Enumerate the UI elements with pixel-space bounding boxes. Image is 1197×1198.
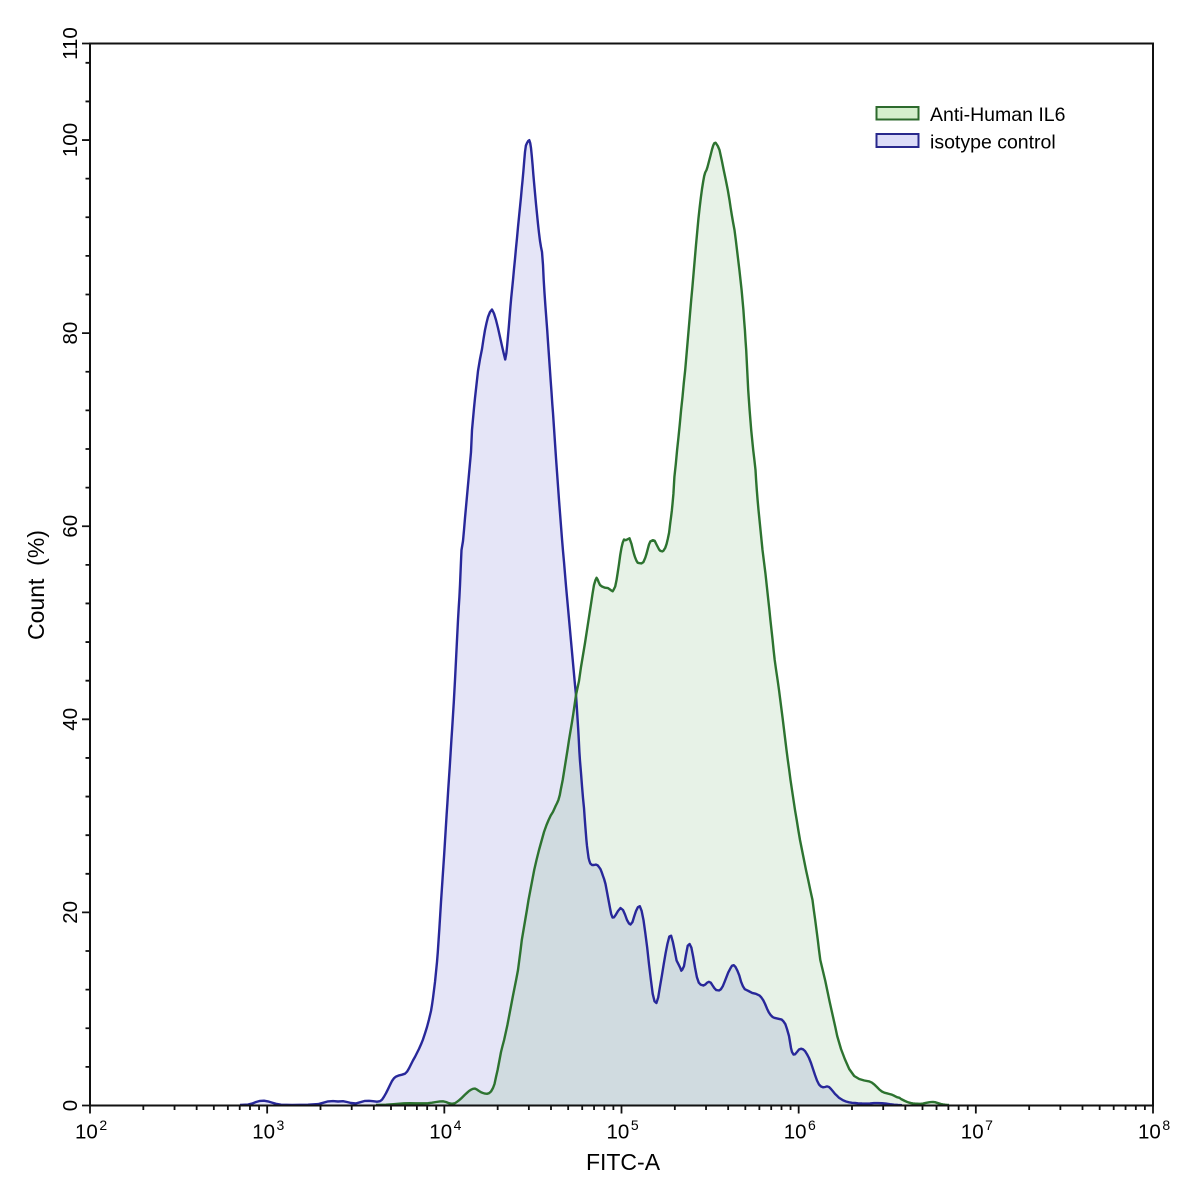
- svg-text:Anti-Human IL6: Anti-Human IL6: [930, 104, 1065, 126]
- svg-text:110: 110: [59, 27, 82, 60]
- svg-text:102: 10 2: [75, 1117, 107, 1144]
- svg-text:FITC-A: FITC-A: [586, 1149, 661, 1175]
- svg-text:80: 80: [59, 322, 82, 345]
- svg-text:40: 40: [59, 708, 82, 731]
- svg-text:0: 0: [59, 1100, 82, 1111]
- svg-text:20: 20: [59, 901, 82, 924]
- svg-text:100: 100: [59, 123, 82, 157]
- svg-text:60: 60: [59, 515, 82, 538]
- svg-text:105: 10 5: [607, 1117, 639, 1144]
- svg-text:isotype control: isotype control: [930, 132, 1056, 154]
- svg-text:Count (%): Count (%): [23, 530, 49, 640]
